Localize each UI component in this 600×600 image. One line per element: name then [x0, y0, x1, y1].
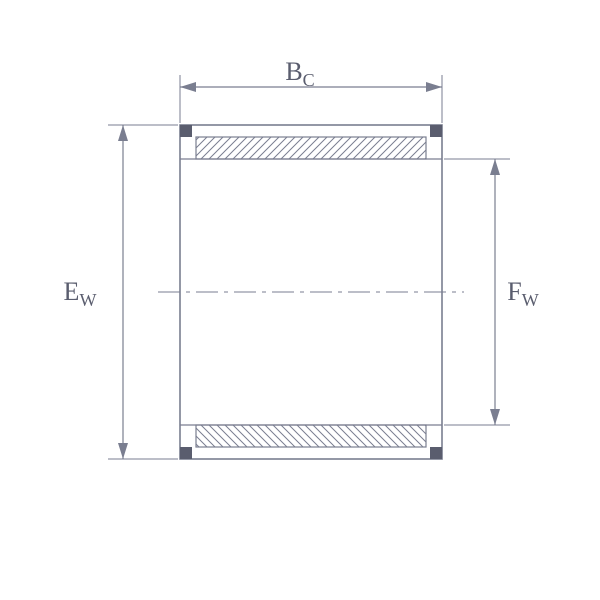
- ew-label: EW: [64, 277, 97, 310]
- corner-tr: [430, 125, 442, 137]
- bearing-cross-section-diagram: BC EW FW: [0, 0, 600, 600]
- corner-tl: [180, 125, 192, 137]
- bc-arrow-right: [426, 82, 442, 92]
- bc-arrow-left: [180, 82, 196, 92]
- fw-arrow-top: [490, 159, 500, 175]
- fw-label: FW: [507, 277, 538, 310]
- bc-label: BC: [285, 57, 314, 90]
- ew-arrow-top: [118, 125, 128, 141]
- dimensions-layer: BC EW FW: [64, 57, 539, 459]
- roller-bottom: [196, 425, 426, 447]
- fw-arrow-bot: [490, 409, 500, 425]
- roller-top: [196, 137, 426, 159]
- ew-arrow-bot: [118, 443, 128, 459]
- corner-bl: [180, 447, 192, 459]
- corner-br: [430, 447, 442, 459]
